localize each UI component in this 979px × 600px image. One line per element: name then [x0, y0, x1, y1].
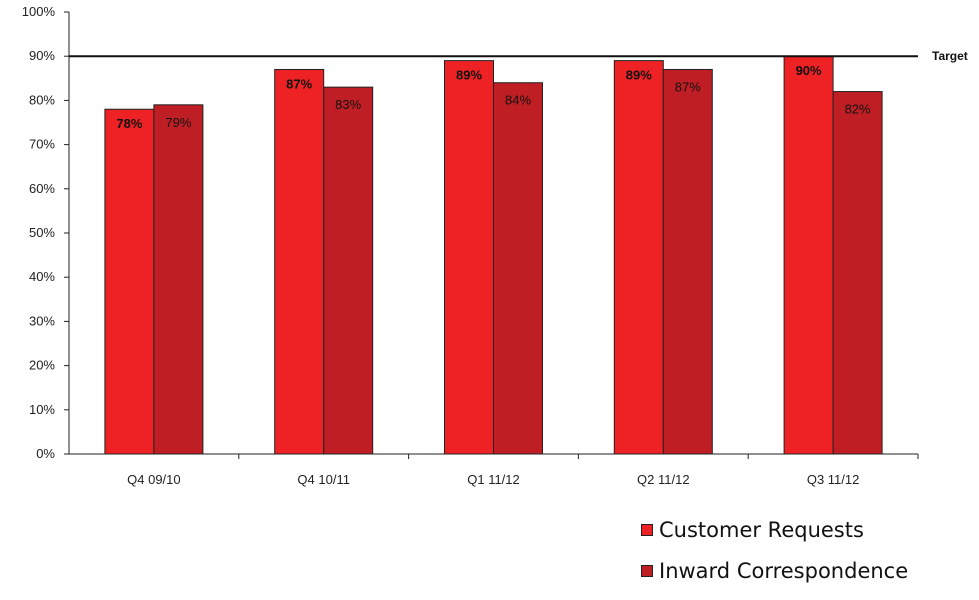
data-label: 84%	[505, 93, 531, 108]
y-tick-label: 30%	[29, 313, 55, 328]
y-tick-label: 0%	[36, 446, 55, 461]
bar-customer-requests	[444, 60, 494, 455]
y-tick-label: 50%	[29, 225, 55, 240]
data-label: 78%	[116, 116, 142, 131]
legend-label-customer-requests: Customer Requests	[659, 518, 864, 542]
x-category-label: Q2 11/12	[637, 472, 690, 487]
bar-customer-requests	[104, 108, 155, 455]
y-tick-label: 90%	[29, 48, 55, 63]
legend: Customer Requests Inward Correspondence	[641, 518, 908, 600]
target-label: Target	[932, 49, 968, 63]
legend-label-inward-correspondence: Inward Correspondence	[659, 559, 909, 583]
bar-customer-requests	[274, 68, 325, 455]
bar-customer-requests	[613, 60, 664, 455]
x-category-label: Q3 11/12	[807, 472, 860, 487]
y-tick-label: 20%	[29, 358, 55, 373]
legend-swatch-customer-requests	[641, 524, 653, 536]
y-tick-label: 80%	[29, 92, 55, 107]
y-tick-label: 100%	[22, 4, 56, 19]
data-label: 79%	[165, 115, 191, 130]
y-tick-label: 10%	[29, 402, 55, 417]
x-category-label: Q1 11/12	[467, 472, 520, 487]
bar-customer-requests	[783, 55, 834, 455]
data-label: 82%	[845, 102, 871, 117]
bar-inward-correspondence	[662, 68, 713, 455]
bar-inward-correspondence	[832, 91, 883, 455]
legend-item-customer-requests: Customer Requests	[641, 518, 908, 542]
bar-inward-correspondence	[153, 104, 204, 455]
data-label: 90%	[796, 63, 822, 78]
bar-inward-correspondence	[493, 82, 543, 455]
y-tick-label: 70%	[29, 137, 55, 152]
x-category-label: Q4 09/10	[127, 472, 181, 487]
data-label: 83%	[335, 97, 361, 112]
y-tick-label: 40%	[29, 269, 55, 284]
data-label: 89%	[456, 68, 482, 83]
legend-item-inward-correspondence: Inward Correspondence	[641, 559, 908, 583]
x-category-label: Q4 10/11	[297, 472, 350, 487]
bar-inward-correspondence	[323, 86, 374, 455]
data-label: 89%	[626, 68, 652, 83]
data-label: 87%	[286, 76, 312, 91]
legend-swatch-inward-correspondence	[641, 565, 653, 577]
y-tick-label: 60%	[29, 181, 55, 196]
data-label: 87%	[675, 79, 701, 94]
